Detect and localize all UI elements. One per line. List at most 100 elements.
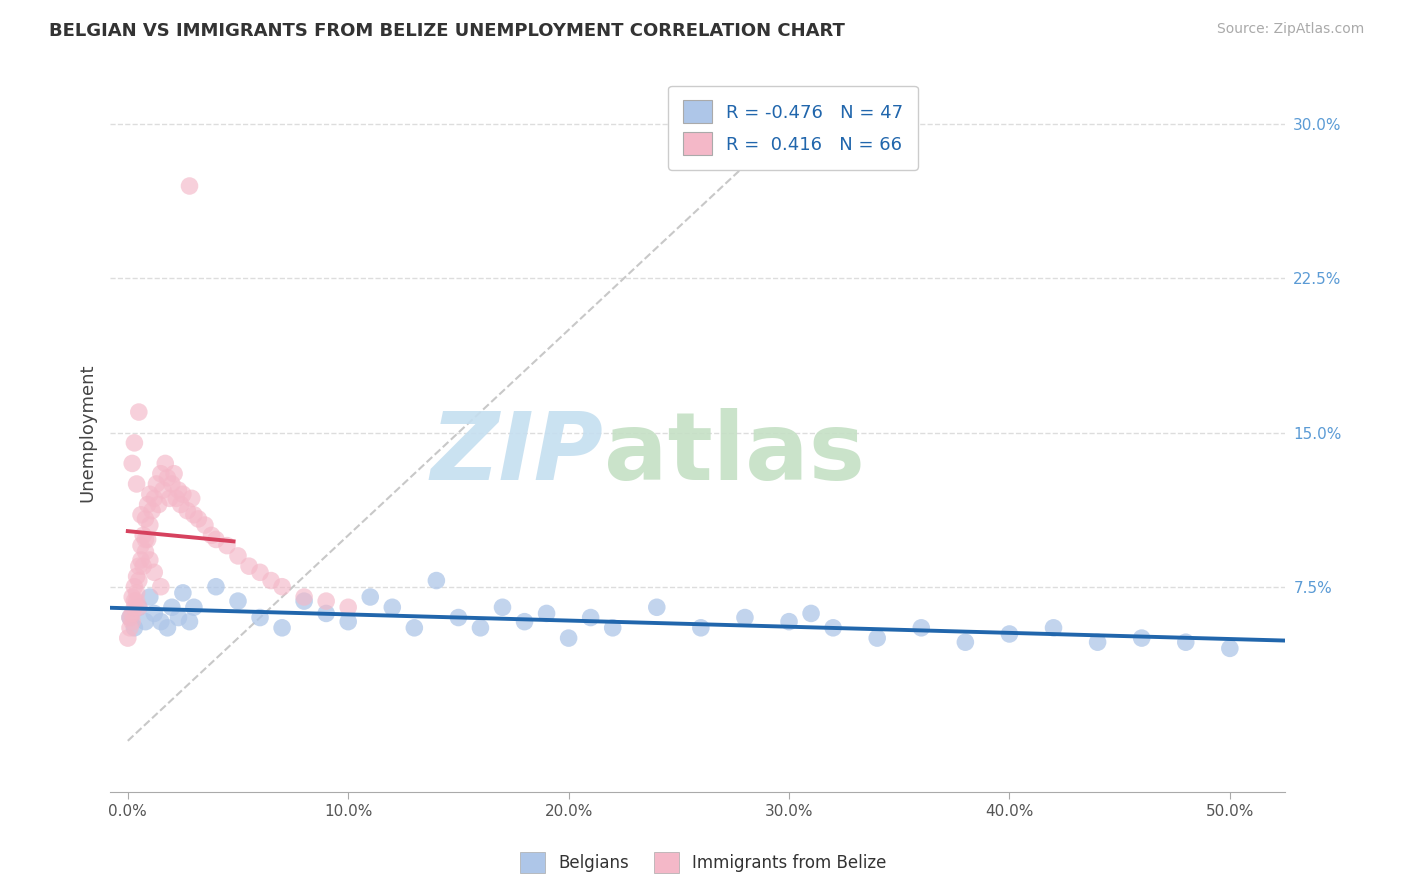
Point (156, 471, 179, 485)
Point (179, 179, 201, 194)
Point (125, 586, 148, 600)
Point (125, 569, 148, 583)
Point (128, 574, 150, 588)
Point (124, 435, 146, 450)
Point (226, 549, 249, 563)
Point (118, 610, 141, 624)
Point (125, 594, 148, 608)
Point (866, 631, 889, 645)
Point (149, 615, 172, 629)
Y-axis label: Unemployment: Unemployment (79, 363, 96, 502)
Point (167, 610, 190, 624)
Point (315, 594, 337, 608)
Point (200, 528, 222, 542)
Point (955, 635, 977, 649)
Point (172, 487, 194, 501)
Point (160, 600, 183, 615)
Point (823, 621, 845, 635)
Point (734, 610, 756, 624)
Point (180, 491, 202, 506)
Point (491, 600, 513, 615)
Point (139, 487, 162, 501)
Point (292, 590, 315, 604)
Point (129, 508, 152, 522)
Point (165, 491, 187, 506)
Point (129, 539, 152, 553)
Point (176, 504, 198, 518)
Point (152, 483, 174, 497)
Point (226, 594, 249, 608)
Point (271, 621, 294, 635)
Point (124, 580, 146, 594)
Point (160, 477, 183, 491)
Point (215, 539, 238, 553)
Point (145, 477, 167, 491)
Point (179, 615, 201, 629)
Point (139, 590, 162, 604)
Point (156, 621, 179, 635)
Point (132, 528, 155, 542)
Point (143, 491, 166, 506)
Text: Source: ZipAtlas.com: Source: ZipAtlas.com (1216, 22, 1364, 37)
Point (149, 580, 172, 594)
Text: BELGIAN VS IMMIGRANTS FROM BELIZE UNEMPLOYMENT CORRELATION CHART: BELGIAN VS IMMIGRANTS FROM BELIZE UNEMPL… (49, 22, 845, 40)
Point (260, 574, 283, 588)
Point (1174, 635, 1197, 649)
Point (134, 533, 156, 547)
Point (136, 533, 159, 547)
Point (134, 615, 156, 629)
Point (139, 553, 162, 567)
Point (183, 508, 205, 522)
Point (125, 477, 148, 491)
Legend: R = -0.476   N = 47, R =  0.416   N = 66: R = -0.476 N = 47, R = 0.416 N = 66 (668, 86, 918, 169)
Point (172, 586, 194, 600)
Point (124, 600, 146, 615)
Point (121, 590, 143, 604)
Point (404, 621, 426, 635)
Point (128, 600, 150, 615)
Point (117, 631, 139, 645)
Point (425, 574, 447, 588)
Point (183, 600, 205, 615)
Text: ZIP: ZIP (430, 409, 603, 500)
Point (121, 607, 143, 621)
Point (159, 491, 181, 506)
Point (128, 559, 150, 574)
Point (602, 621, 624, 635)
Point (381, 600, 404, 615)
Point (134, 545, 156, 559)
Point (143, 607, 166, 621)
Text: atlas: atlas (603, 409, 865, 500)
Point (337, 615, 360, 629)
Point (121, 615, 143, 629)
Point (139, 518, 162, 533)
Point (513, 615, 536, 629)
Point (645, 600, 668, 615)
Point (447, 610, 470, 624)
Point (238, 559, 260, 574)
Point (998, 627, 1021, 641)
Point (557, 631, 579, 645)
Point (134, 512, 156, 526)
Point (1042, 621, 1064, 635)
Point (359, 590, 381, 604)
Point (167, 483, 190, 497)
Point (136, 498, 159, 512)
Point (118, 610, 141, 624)
Point (128, 600, 150, 615)
Point (205, 533, 228, 547)
Point (187, 512, 209, 526)
Point (163, 467, 186, 481)
Point (1219, 641, 1241, 656)
Point (170, 498, 193, 512)
Point (271, 580, 294, 594)
Point (315, 607, 337, 621)
Point (149, 467, 172, 481)
Point (470, 621, 492, 635)
Point (194, 518, 217, 533)
Point (118, 621, 141, 635)
Point (1130, 631, 1153, 645)
Point (337, 600, 360, 615)
Point (778, 615, 800, 629)
Point (1087, 635, 1109, 649)
